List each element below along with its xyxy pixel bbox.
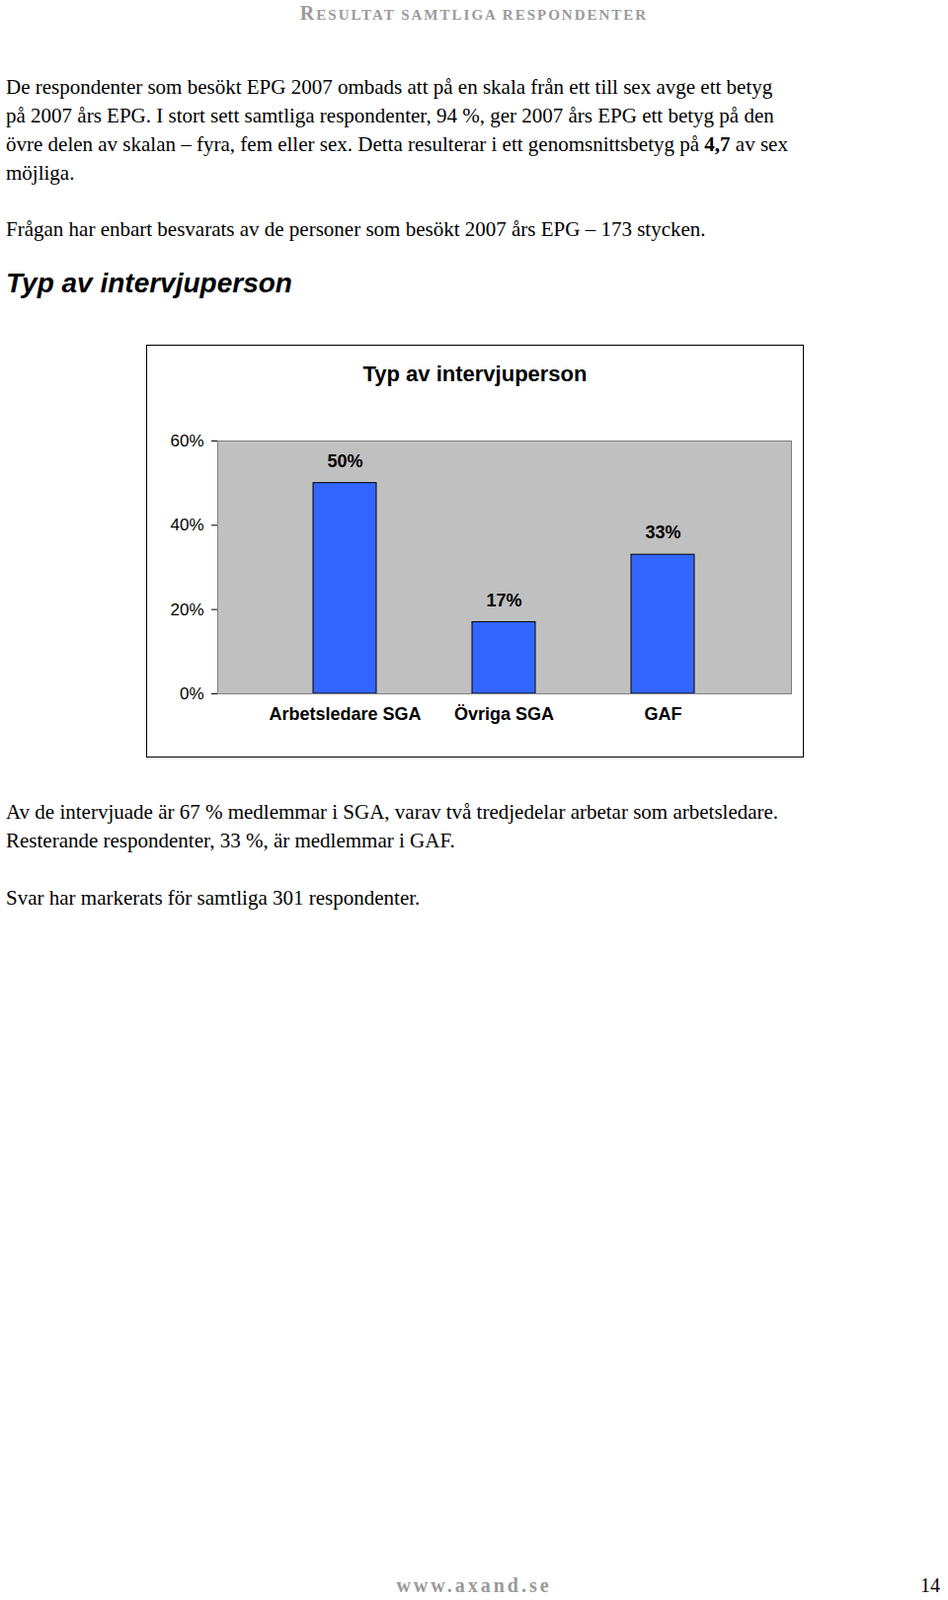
svg-text:GAF: GAF	[644, 704, 683, 724]
svg-text:40%: 40%	[169, 515, 204, 535]
html-text:Frågan har enbart besvarats av: Frågan har enbart besvarats av de person…	[5, 217, 706, 241]
html-text:Svar har markerats för samtlig: Svar har markerats för samtliga 301 resp…	[5, 885, 420, 910]
svg-text:Övriga SGA: Övriga SGA	[454, 704, 554, 724]
html-text:Av de intervjuade är 67 % medl: Av de intervjuade är 67 % medlemmar i SG…	[5, 799, 779, 824]
html-text:på 2007 års EPG. I stort sett: på 2007 års EPG. I stort sett samtliga r…	[5, 103, 775, 128]
svg-text:0%: 0%	[179, 684, 205, 704]
html-text:Typ av intervjuperson: Typ av intervjuperson	[5, 267, 293, 299]
html-text:14: 14	[920, 1574, 941, 1596]
html-text:Typ av intervjuperson: Typ av intervjuperson	[362, 361, 588, 387]
html-text:övre delen av skalan – fyra, f: övre delen av skalan – fyra, fem eller s…	[5, 132, 788, 157]
html-text:De respondenter som besökt EPG: De respondenter som besökt EPG 2007 omba…	[5, 75, 773, 99]
svg-text:20%: 20%	[169, 600, 204, 620]
html-text:möjliga.: möjliga.	[5, 160, 75, 185]
svg-text:33%: 33%	[644, 522, 681, 543]
svg-text:17%: 17%	[485, 590, 522, 611]
svg-text:50%: 50%	[326, 451, 363, 472]
svg-text:Arbetsledare SGA: Arbetsledare SGA	[268, 704, 421, 724]
svg-text:60%: 60%	[169, 431, 204, 451]
html-text:www.axand.se: www.axand.se	[396, 1574, 552, 1596]
html-text:Resterande respondenter, 33 %,: Resterande respondenter, 33 %, är medlem…	[5, 828, 455, 853]
html-text:RESULTAT SAMTLIGA RESPONDENTER: RESULTAT SAMTLIGA RESPONDENTER	[300, 1, 648, 24]
